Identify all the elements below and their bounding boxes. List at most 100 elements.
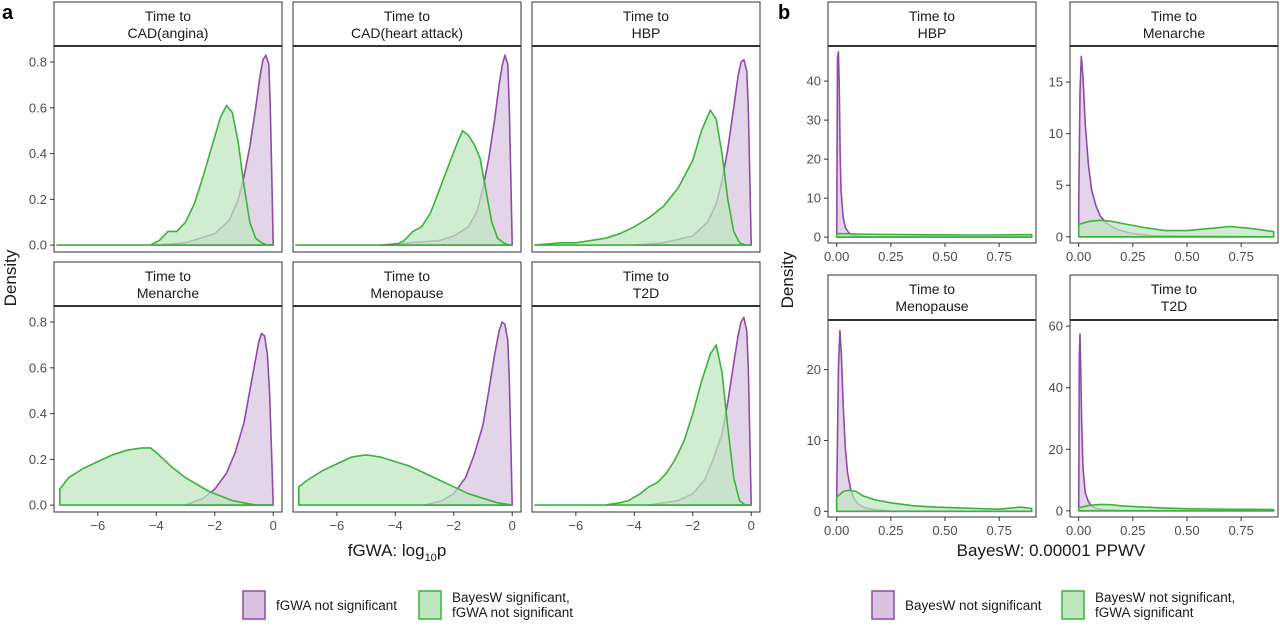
facet-plot-area [298, 321, 513, 506]
series-line-green [1077, 219, 1275, 238]
y-tick-label: 60 [1049, 319, 1063, 334]
panel-b-letter: b [778, 2, 790, 24]
panel-a-legend: fGWA not significant BayesW significant,… [242, 590, 573, 620]
series-line-purple [1077, 333, 1275, 512]
y-tick-label: 20 [807, 362, 821, 377]
panel-a-ylabel: Density [1, 249, 20, 306]
x-tick-label: 0.25 [1120, 249, 1145, 264]
series-line-purple [184, 332, 274, 506]
series-area-purple [1078, 333, 1274, 511]
facet-title-line1: Time to [623, 8, 669, 24]
series-line-purple [1077, 55, 1275, 238]
legend-b-item2-line2: fGWA significant [1095, 605, 1194, 620]
facet-plot-area [295, 54, 513, 246]
panel-b-legend: BayesW not significant BayesW not signif… [871, 590, 1235, 620]
y-tick-label: 0.6 [29, 100, 47, 115]
facet-strip [1069, 1, 1279, 47]
series-line-green [835, 232, 1033, 238]
facet-title-line1: Time to [1151, 8, 1197, 24]
legend-a-item2-line2: fGWA not significant [452, 605, 573, 620]
series-area-green [836, 490, 1032, 512]
facet-title-line1: Time to [145, 268, 191, 284]
facet-title-line1: Time to [909, 281, 955, 297]
series-area-purple [185, 333, 274, 506]
series-area-green [59, 447, 274, 506]
y-tick-label: 5 [1056, 178, 1063, 193]
facet-title-line2: Menopause [370, 285, 443, 301]
facet-plot-area [835, 329, 1033, 513]
facet-title-line2: HBP [632, 25, 661, 41]
facet-strip [53, 1, 283, 47]
x-tick-label: 0 [509, 518, 516, 533]
series-area-purple [424, 322, 513, 506]
y-tick-label: 0.4 [29, 146, 47, 161]
x-tick-label: −2 [207, 518, 222, 533]
series-line-green [56, 104, 274, 246]
series-area-green [298, 454, 513, 506]
y-tick-label: 0 [1056, 503, 1063, 518]
facet-title-line1: Time to [623, 268, 669, 284]
y-tick-label: 0.0 [29, 238, 47, 253]
series-area-green [295, 130, 513, 246]
facet-title-line2: CAD(heart attack) [351, 25, 463, 41]
series-area-green [56, 105, 274, 246]
facet-title-line2: Menarche [137, 285, 199, 301]
y-tick-label: 0 [1056, 229, 1063, 244]
x-tick-label: 0.75 [1229, 249, 1254, 264]
legend-a-purple-swatch [242, 590, 266, 620]
series-area-purple [380, 55, 513, 246]
y-tick-label: 40 [807, 74, 821, 89]
series-line-purple [835, 329, 1033, 513]
x-tick-label: 0.75 [987, 249, 1012, 264]
facet-title-line1: Time to [1151, 281, 1197, 297]
x-tick-label: 0 [270, 518, 277, 533]
x-tick-label: −4 [149, 518, 164, 533]
legend-a-green-swatch [418, 590, 442, 620]
facet-plot-area [56, 54, 274, 246]
facet-title-line1: Time to [909, 8, 955, 24]
x-tick-label: 0.00 [824, 523, 849, 538]
facet-title-line1: Time to [384, 8, 430, 24]
series-line-green [534, 344, 752, 506]
series-area-purple [836, 330, 1032, 512]
x-tick-label: 0.25 [1120, 523, 1145, 538]
series-area-green [534, 110, 752, 246]
series-area-green [1078, 504, 1274, 511]
panel-a-letter: a [2, 2, 14, 24]
series-area-green [1078, 220, 1274, 237]
series-line-green [534, 109, 752, 246]
facet-title-line1: Time to [384, 268, 430, 284]
facet-strip [827, 1, 1037, 47]
facet-plot-area [534, 316, 752, 506]
facet-border [1069, 319, 1279, 518]
series-area-purple [1078, 56, 1274, 237]
series-line-green [835, 489, 1033, 513]
y-tick-label: 10 [1049, 126, 1063, 141]
series-area-green [534, 344, 752, 506]
panel-a-xlabel-sub: 10 [425, 552, 437, 564]
facet-title-line1: Time to [145, 8, 191, 24]
legend-a-item1: fGWA not significant [276, 598, 397, 613]
y-tick-label: 0.8 [29, 315, 47, 330]
y-tick-label: 10 [807, 191, 821, 206]
x-tick-label: 0.25 [878, 249, 903, 264]
series-area-purple [836, 51, 1032, 238]
series-line-purple [835, 51, 1033, 238]
x-tick-label: −6 [90, 518, 105, 533]
y-tick-label: 0 [814, 504, 821, 519]
legend-b-item1: BayesW not significant [905, 598, 1042, 613]
x-tick-label: −4 [388, 518, 403, 533]
x-tick-label: 0.50 [932, 249, 957, 264]
x-tick-label: 0.00 [1066, 523, 1091, 538]
facet-strip [827, 274, 1037, 321]
series-line-green [298, 454, 513, 506]
panel-a-xlabel: fGWA: log10p [348, 541, 447, 564]
facet-plot-area [1077, 333, 1275, 512]
x-tick-label: 0.75 [1229, 523, 1254, 538]
